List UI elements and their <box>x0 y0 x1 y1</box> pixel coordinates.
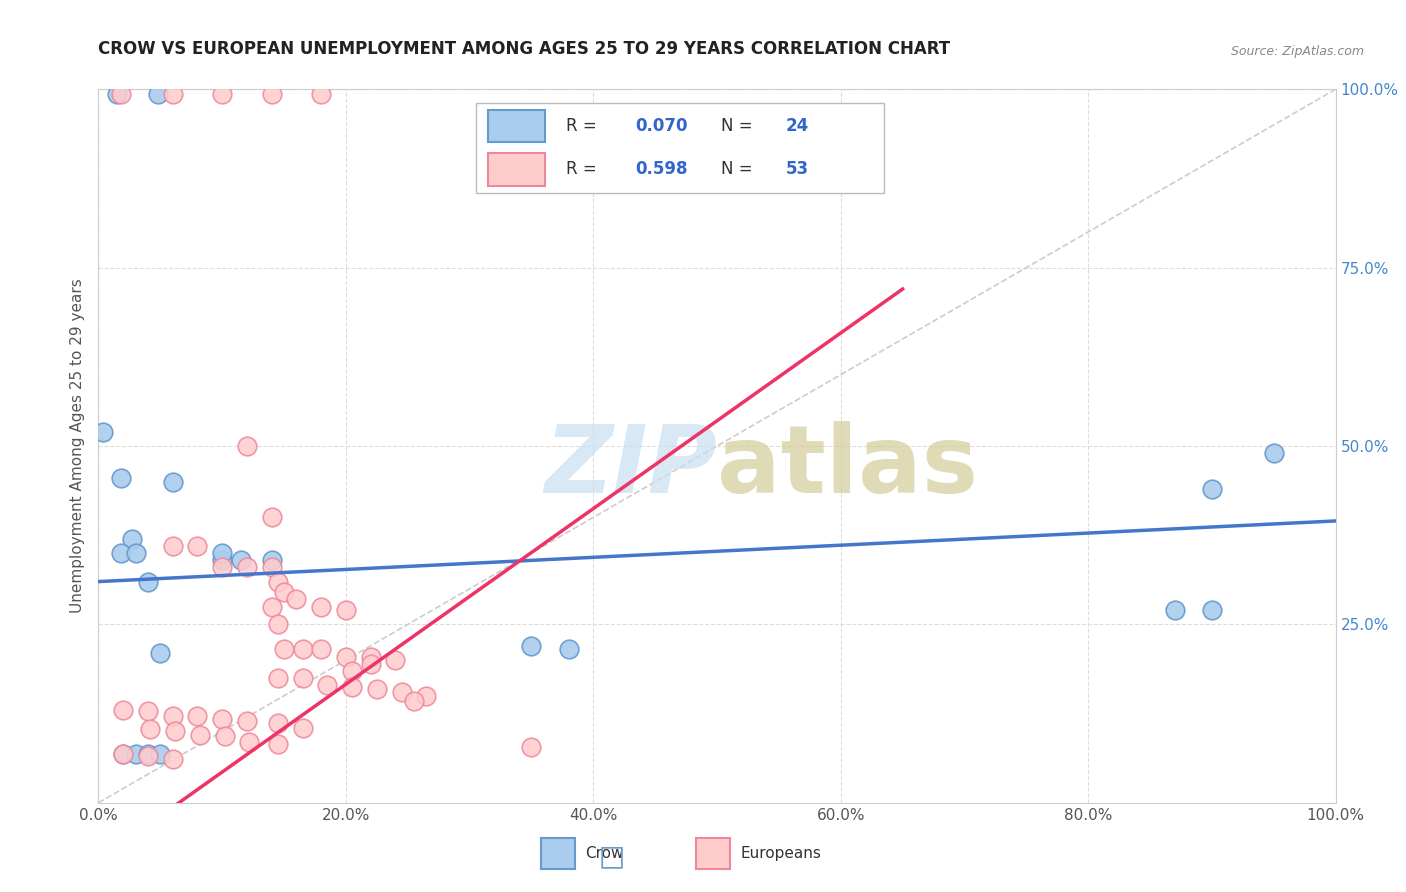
Point <box>105 87 128 102</box>
Point <box>384 653 406 667</box>
FancyBboxPatch shape <box>696 838 730 869</box>
Point <box>211 553 233 567</box>
Point <box>309 87 332 102</box>
Point <box>267 574 290 589</box>
Point <box>415 689 437 703</box>
Point <box>214 730 236 744</box>
Point <box>260 560 283 574</box>
Point <box>1263 446 1285 460</box>
Point <box>211 546 233 560</box>
Point <box>273 585 295 599</box>
Text: Crow: Crow <box>585 847 623 861</box>
Point <box>236 714 259 728</box>
Point <box>186 708 208 723</box>
Point <box>316 678 339 692</box>
Point <box>112 703 135 717</box>
Point <box>309 599 332 614</box>
Point <box>291 671 314 685</box>
Point <box>146 87 169 102</box>
Point <box>136 749 159 764</box>
Point <box>391 685 413 699</box>
Point <box>267 737 290 751</box>
Point <box>162 87 184 102</box>
Point <box>162 475 184 489</box>
Point <box>124 747 146 762</box>
FancyBboxPatch shape <box>541 838 575 869</box>
Point <box>267 715 290 730</box>
Point <box>340 664 363 678</box>
Point <box>285 592 308 607</box>
Point <box>291 721 314 735</box>
Point <box>136 747 159 762</box>
Point <box>211 560 233 574</box>
Point <box>360 657 382 671</box>
Point <box>236 560 259 574</box>
Point <box>402 694 425 708</box>
Point <box>211 87 233 102</box>
Point <box>229 553 252 567</box>
Point <box>1201 482 1223 496</box>
Point <box>238 735 260 749</box>
Point <box>260 510 283 524</box>
Point <box>335 603 357 617</box>
Point <box>211 712 233 726</box>
Point <box>520 639 543 653</box>
Point <box>110 546 132 560</box>
Point <box>557 642 579 657</box>
Point <box>139 723 162 737</box>
Point <box>335 649 357 664</box>
Point <box>1201 603 1223 617</box>
Point <box>366 681 388 696</box>
Point <box>291 642 314 657</box>
Point <box>110 87 132 102</box>
Point <box>267 617 290 632</box>
Point <box>1164 603 1187 617</box>
Point <box>165 724 187 739</box>
Point <box>340 680 363 694</box>
Text: □: □ <box>599 842 624 871</box>
Text: □: □ <box>599 842 624 871</box>
Point <box>121 532 143 546</box>
Point <box>112 747 135 762</box>
Point <box>162 539 184 553</box>
Point <box>124 546 146 560</box>
Point <box>149 747 172 762</box>
Text: atlas: atlas <box>717 421 979 514</box>
Point <box>162 751 184 765</box>
Point <box>93 425 115 439</box>
Text: ZIP: ZIP <box>544 421 717 514</box>
Point <box>110 471 132 485</box>
Point <box>112 747 135 762</box>
Point <box>260 553 283 567</box>
Point <box>162 708 184 723</box>
Text: CROW VS EUROPEAN UNEMPLOYMENT AMONG AGES 25 TO 29 YEARS CORRELATION CHART: CROW VS EUROPEAN UNEMPLOYMENT AMONG AGES… <box>98 40 950 58</box>
Point <box>188 728 211 742</box>
Point <box>236 439 259 453</box>
Point <box>309 642 332 657</box>
Point <box>149 646 172 660</box>
Point <box>136 574 159 589</box>
Point <box>260 87 283 102</box>
Point <box>267 671 290 685</box>
Point <box>520 740 543 755</box>
Text: Source: ZipAtlas.com: Source: ZipAtlas.com <box>1230 45 1364 58</box>
Point <box>136 705 159 719</box>
Point <box>360 649 382 664</box>
Point <box>273 642 295 657</box>
Point <box>260 599 283 614</box>
Point <box>186 539 208 553</box>
Y-axis label: Unemployment Among Ages 25 to 29 years: Unemployment Among Ages 25 to 29 years <box>69 278 84 614</box>
Text: Europeans: Europeans <box>740 847 821 861</box>
